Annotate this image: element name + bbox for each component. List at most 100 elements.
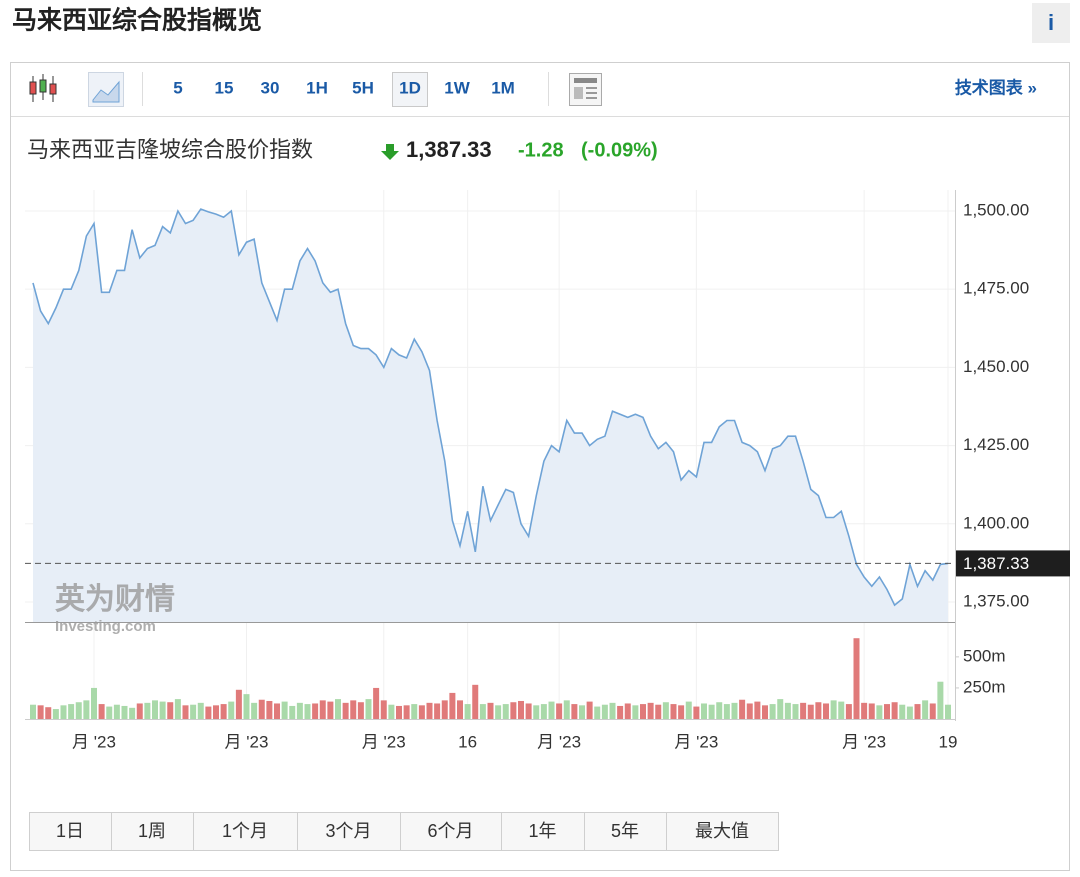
volume-bar xyxy=(876,705,883,719)
range-button-bg[interactable] xyxy=(400,812,502,851)
volume-bar xyxy=(556,703,563,719)
volume-bar xyxy=(197,702,204,719)
range-button-bg[interactable] xyxy=(666,812,779,851)
volume-bar xyxy=(472,684,479,719)
x-tick-label: 月 '23 xyxy=(225,732,269,751)
volume-bar xyxy=(754,701,761,719)
volume-bar xyxy=(289,705,296,719)
volume-bar xyxy=(449,692,456,719)
interval-button[interactable]: 15 xyxy=(215,78,234,97)
volume-bar xyxy=(784,702,791,719)
volume-bar xyxy=(693,706,700,719)
volume-bar xyxy=(891,702,898,719)
volume-bar xyxy=(777,699,784,719)
volume-bar xyxy=(243,694,250,719)
price-line xyxy=(32,208,949,607)
range-button[interactable]: 1年 xyxy=(528,821,556,841)
volume-bar xyxy=(213,705,219,719)
volume-bar xyxy=(838,701,845,719)
info-button[interactable]: i xyxy=(1048,10,1054,35)
range-button[interactable]: 6个月 xyxy=(427,821,473,841)
volume-bar xyxy=(205,706,212,719)
volume-bar xyxy=(228,701,235,719)
volume-bar xyxy=(174,699,181,719)
volume-bar xyxy=(830,700,837,719)
tech-chart-link[interactable]: 技术图表 » xyxy=(955,77,1037,97)
widget-frame xyxy=(10,62,1070,871)
volume-bar xyxy=(586,701,593,719)
change: -1.28 xyxy=(518,139,564,161)
interval-button[interactable]: 30 xyxy=(261,78,280,97)
volume-bar xyxy=(52,709,59,719)
interval-button[interactable]: 1M xyxy=(491,78,515,97)
volume-bar xyxy=(152,700,158,719)
last-price-label: 1,387.33 xyxy=(963,554,1029,573)
volume-bar xyxy=(418,705,425,719)
range-button-bg[interactable] xyxy=(501,812,585,851)
icon-part xyxy=(586,97,597,99)
interval-button[interactable]: 1H xyxy=(306,78,328,97)
volume-bar xyxy=(441,700,448,719)
interval-button[interactable]: 5H xyxy=(352,78,374,97)
volume-bar xyxy=(487,702,494,719)
volume-bar xyxy=(220,704,227,719)
area xyxy=(33,209,948,622)
volume-bar xyxy=(296,702,303,719)
interval-button[interactable]: 1D xyxy=(399,78,421,97)
volume-bar xyxy=(922,700,929,719)
interval-button[interactable]: 5 xyxy=(173,78,182,97)
volume-bar xyxy=(540,704,547,719)
y-tick-label: 1,475.00 xyxy=(963,279,1029,298)
interval-button[interactable]: 1W xyxy=(444,78,470,97)
volume-bar xyxy=(617,705,624,719)
y-tick-label: 1,400.00 xyxy=(963,513,1029,532)
range-button[interactable]: 3个月 xyxy=(325,821,371,841)
volume-bar xyxy=(60,705,67,719)
volume-bar xyxy=(563,700,570,719)
watermark-cn: 英为财情 xyxy=(55,583,175,616)
volume-bar xyxy=(121,705,128,719)
volume-bar xyxy=(495,705,502,719)
volume-bar xyxy=(434,703,441,719)
range-button[interactable]: 1日 xyxy=(56,821,84,841)
volume-bar xyxy=(129,707,136,719)
range-button[interactable]: 5年 xyxy=(611,821,639,841)
volume-bar xyxy=(75,702,82,719)
volume-bar xyxy=(274,703,280,719)
range-button[interactable]: 1个月 xyxy=(222,821,268,841)
volume-bar xyxy=(167,702,174,719)
volume-bar xyxy=(685,701,692,719)
range-button-bg[interactable] xyxy=(297,812,401,851)
volume-bar xyxy=(662,702,669,719)
index-name: 马来西亚吉隆坡综合股价指数 xyxy=(27,137,313,162)
icon-part xyxy=(586,87,597,89)
volume-bar xyxy=(716,702,723,719)
range-button[interactable]: 最大值 xyxy=(695,821,749,841)
volume-bar xyxy=(502,704,509,719)
volume-bar xyxy=(258,699,265,719)
y-tick-label: 1,425.00 xyxy=(963,435,1029,454)
range-button-bg[interactable] xyxy=(584,812,667,851)
range-button-bg[interactable] xyxy=(29,812,112,851)
volume-bar xyxy=(807,704,814,719)
range-button[interactable]: 1周 xyxy=(138,821,166,841)
candle-icon[interactable] xyxy=(29,74,57,102)
icon-part xyxy=(574,87,583,99)
volume-bar xyxy=(312,703,319,719)
volume-bar xyxy=(899,704,906,719)
volume-bar xyxy=(68,704,75,719)
news-icon[interactable] xyxy=(569,73,602,106)
volume-bar xyxy=(479,704,486,719)
volume-bar xyxy=(342,702,349,719)
volume-bar xyxy=(914,704,921,719)
volume-bar xyxy=(624,703,631,719)
range-button-bg[interactable] xyxy=(111,812,194,851)
range-button-bg[interactable] xyxy=(193,812,298,851)
volume-bar xyxy=(235,689,242,719)
info-button-bg[interactable] xyxy=(1032,3,1070,43)
volume-bar xyxy=(708,704,715,719)
volume-bar xyxy=(868,703,875,719)
volume-bar xyxy=(319,700,326,719)
icon-part xyxy=(574,78,597,83)
volume-bar xyxy=(945,704,951,719)
